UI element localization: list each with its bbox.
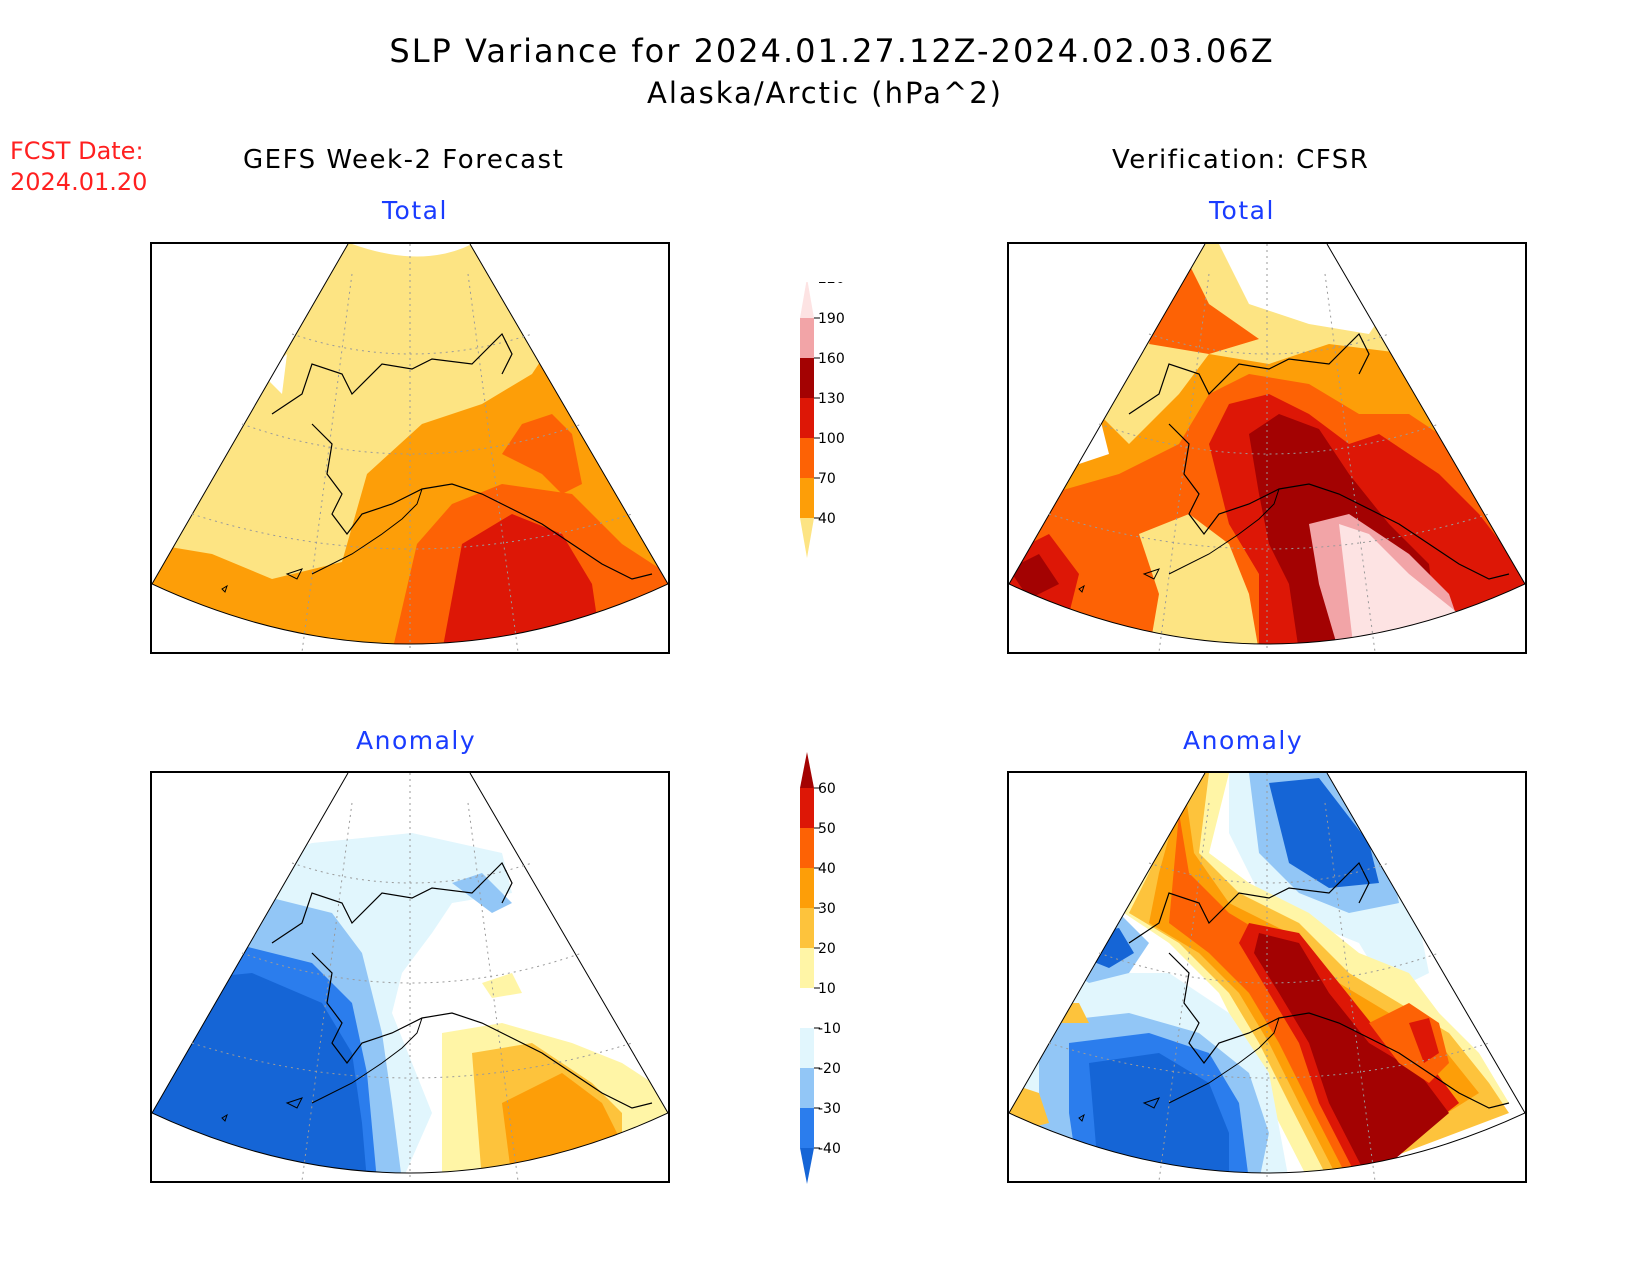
- verification-anomaly-label: Anomaly: [1183, 726, 1304, 755]
- colorbar-tick-label: 160: [818, 351, 845, 367]
- colorbar-tick-label: 20: [818, 941, 836, 957]
- colorbar-tick-label: 60: [818, 781, 836, 797]
- colorbar-swatch: [800, 1068, 814, 1108]
- colorbar-swatch: [800, 358, 814, 398]
- colorbar-swatch: [800, 318, 814, 358]
- total-colorbar: 40 70 100 130 160 190 220: [790, 271, 870, 616]
- colorbar-tick-label: 190: [818, 311, 845, 327]
- colorbar-swatch: [800, 398, 814, 438]
- colorbar-swatch: [800, 988, 814, 1028]
- colorbar-swatch: [800, 438, 814, 478]
- colorbar-tick-label: 220: [818, 282, 845, 287]
- verification-total-map: [1007, 242, 1527, 654]
- verification-anomaly-map: [1007, 771, 1527, 1183]
- colorbar-swatch: [800, 1108, 814, 1148]
- forecast-column-title: GEFS Week-2 Forecast: [243, 145, 565, 175]
- colorbar-swatch: [800, 868, 814, 908]
- forecast-anomaly-label: Anomaly: [356, 726, 477, 755]
- colorbar-swatch: [800, 1148, 814, 1184]
- total-colorbar-graphic: 40 70 100 130 160 190 220: [800, 271, 845, 558]
- forecast-anomaly-map: [150, 771, 670, 1183]
- anomaly-colorbar: -40 -30 -20 -10 10 20 30 40 50 60: [790, 750, 870, 1204]
- colorbar-swatch: [800, 518, 814, 558]
- colorbar-swatch: [800, 788, 814, 828]
- colorbar-swatch: [800, 752, 814, 788]
- map-subtitle: Alaska/Arctic (hPa^2): [647, 76, 1003, 110]
- colorbar-tick-label: -40: [818, 1141, 841, 1157]
- colorbar-tick-label: -30: [818, 1101, 841, 1117]
- colorbar-tick-label: 30: [818, 901, 836, 917]
- colorbar-tick-label: 10: [818, 981, 836, 997]
- forecast-total-map: [150, 242, 670, 654]
- colorbar-swatch: [800, 948, 814, 988]
- colorbar-tick-label: 40: [818, 511, 836, 527]
- colorbar-tick-label: 70: [818, 471, 836, 487]
- verification-total-label: Total: [1209, 196, 1275, 225]
- colorbar-swatch: [800, 908, 814, 948]
- verification-column-title: Verification: CFSR: [1112, 145, 1370, 175]
- colorbar-swatch: [800, 478, 814, 518]
- colorbar-tick-label: 50: [818, 821, 836, 837]
- colorbar-swatch: [800, 828, 814, 868]
- forecast-total-label: Total: [382, 196, 448, 225]
- forecast-date-block: FCST Date: 2024.01.20: [10, 136, 147, 198]
- colorbar-tick-label: 130: [818, 391, 845, 407]
- colorbar-tick-label: 40: [818, 861, 836, 877]
- colorbar-tick-label: -20: [818, 1061, 841, 1077]
- colorbar-swatch: [800, 278, 814, 318]
- colorbar-tick-label: 100: [818, 431, 845, 447]
- colorbar-swatch: [800, 1028, 814, 1068]
- anomaly-colorbar-graphic: -40 -30 -20 -10 10 20 30 40 50 60: [800, 752, 841, 1184]
- fcst-date-value: 2024.01.20: [10, 168, 148, 196]
- colorbar-tick-label: -10: [818, 1021, 841, 1037]
- fcst-date-label: FCST Date:: [10, 137, 144, 165]
- map-title: SLP Variance for 2024.01.27.12Z-2024.02.…: [389, 32, 1275, 70]
